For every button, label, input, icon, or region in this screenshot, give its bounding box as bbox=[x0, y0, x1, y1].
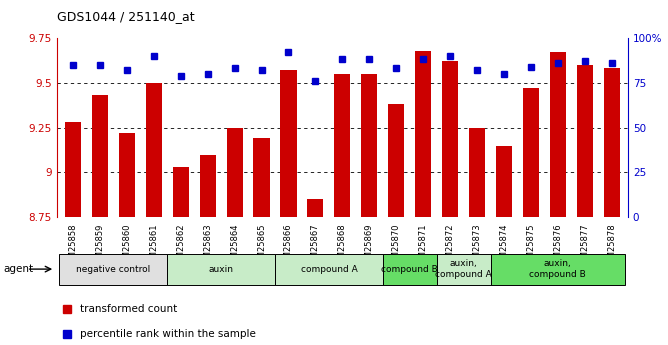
Text: compound A: compound A bbox=[301, 265, 357, 274]
Text: transformed count: transformed count bbox=[79, 304, 177, 314]
Bar bbox=[490, 254, 625, 285]
Bar bbox=[172, 167, 189, 217]
Bar bbox=[253, 138, 270, 217]
Bar bbox=[146, 83, 162, 217]
Bar bbox=[361, 74, 377, 217]
Bar bbox=[167, 254, 275, 285]
Bar bbox=[604, 68, 620, 217]
Bar bbox=[437, 254, 490, 285]
Bar bbox=[388, 104, 404, 217]
Bar bbox=[576, 65, 593, 217]
Bar bbox=[496, 146, 512, 217]
Bar bbox=[550, 52, 566, 217]
Text: GDS1044 / 251140_at: GDS1044 / 251140_at bbox=[57, 10, 194, 23]
Bar bbox=[59, 254, 167, 285]
Bar bbox=[92, 95, 108, 217]
Text: compound B: compound B bbox=[381, 265, 438, 274]
Text: negative control: negative control bbox=[76, 265, 150, 274]
Text: percentile rank within the sample: percentile rank within the sample bbox=[79, 329, 256, 339]
Bar bbox=[307, 199, 323, 217]
Bar bbox=[383, 254, 437, 285]
Text: auxin: auxin bbox=[208, 265, 234, 274]
Bar bbox=[469, 128, 485, 217]
Bar bbox=[275, 254, 383, 285]
Bar bbox=[226, 128, 242, 217]
Bar bbox=[119, 133, 135, 217]
Bar bbox=[523, 88, 539, 217]
Bar bbox=[442, 61, 458, 217]
Bar bbox=[200, 155, 216, 217]
Text: agent: agent bbox=[3, 264, 33, 274]
Bar bbox=[65, 122, 81, 217]
Text: auxin,
compound B: auxin, compound B bbox=[530, 259, 587, 279]
Bar bbox=[281, 70, 297, 217]
Bar bbox=[415, 50, 432, 217]
Text: auxin,
compound A: auxin, compound A bbox=[436, 259, 492, 279]
Bar bbox=[334, 74, 351, 217]
